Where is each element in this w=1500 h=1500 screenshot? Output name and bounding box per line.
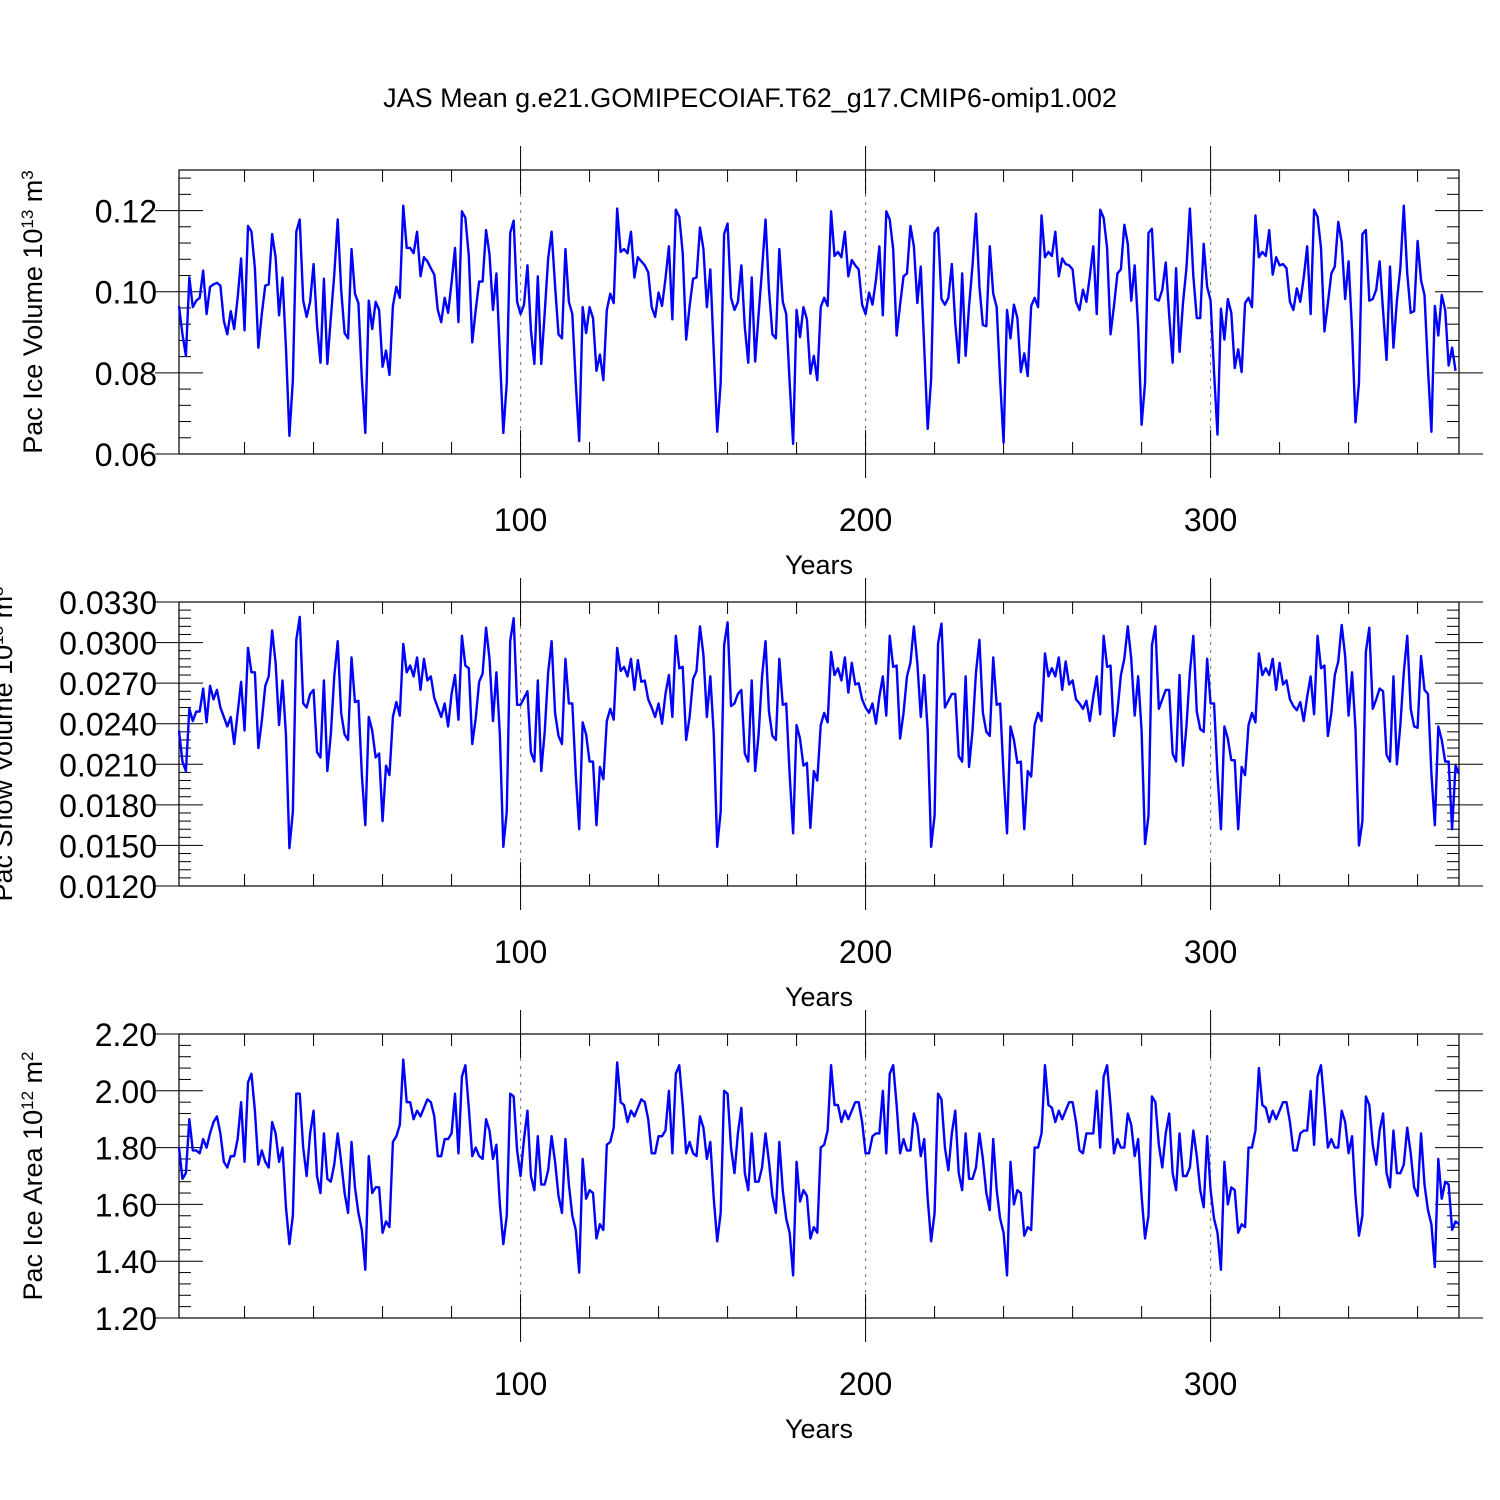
y-axis-label: Pac Snow Volume 1013 m3 xyxy=(0,586,18,901)
y-tick-label: 2.00 xyxy=(95,1074,157,1110)
y-tick-label: 0.0300 xyxy=(59,626,157,662)
x-tick-label: 100 xyxy=(494,502,547,538)
y-tick-label: 0.08 xyxy=(95,356,157,392)
x-tick-label: 200 xyxy=(839,934,892,970)
y-tick-label: 0.0210 xyxy=(59,747,157,783)
x-axis-label: Years xyxy=(785,982,853,1012)
y-tick-label: 0.0240 xyxy=(59,707,157,743)
y-tick-label: 2.20 xyxy=(95,1017,157,1053)
plot-frame xyxy=(178,1033,1460,1319)
y-axis-label: Pac Ice Volume 1013 m3 xyxy=(18,170,49,454)
x-tick-label: 200 xyxy=(839,1366,892,1402)
series-line xyxy=(177,204,1457,446)
x-tick-label: 300 xyxy=(1184,502,1237,538)
y-tick-label: 0.0330 xyxy=(59,585,157,621)
chart-title: JAS Mean g.e21.GOMIPECOIAF.T62_g17.CMIP6… xyxy=(383,83,1117,113)
x-tick-label: 300 xyxy=(1184,1366,1237,1402)
y-tick-label: 1.80 xyxy=(95,1131,157,1167)
panel-3: 1.20 1.40 1.60 1.80 2.00 2.20 100 200 300 Years Pa… xyxy=(18,1010,1483,1444)
series-line xyxy=(177,615,1461,850)
panel-1: 0.06 0.08 0.10 0.12 100 200 300 Years Pac Ice Vo… xyxy=(18,146,1483,580)
panel-2: 0.0120 0.0150 0.0180 0.0210 0.0240 0.0270 0.03… xyxy=(0,578,1483,1012)
y-tick-label: 0.12 xyxy=(95,194,157,230)
x-tick-label: 100 xyxy=(494,1366,547,1402)
x-tick-label: 100 xyxy=(494,934,547,970)
y-tick-label: 1.60 xyxy=(95,1187,157,1223)
y-tick-label: 0.10 xyxy=(95,275,157,311)
x-tick-label: 300 xyxy=(1184,934,1237,970)
x-axis-label: Years xyxy=(785,550,853,580)
y-tick-label: 1.20 xyxy=(95,1301,157,1337)
x-tick-label: 200 xyxy=(839,502,892,538)
y-axis-label: Pac Ice Area 1012 m2 xyxy=(18,1051,49,1300)
y-tick-label: 1.40 xyxy=(95,1244,157,1280)
y-tick-label: 0.0180 xyxy=(59,788,157,824)
y-tick-label: 0.0150 xyxy=(59,828,157,864)
y-tick-label: 0.06 xyxy=(95,437,157,473)
y-tick-label: 0.0270 xyxy=(59,666,157,702)
y-tick-label: 0.0120 xyxy=(59,869,157,905)
x-axis-label: Years xyxy=(785,1414,853,1444)
series-line xyxy=(177,1058,1460,1277)
plot-frame xyxy=(178,601,1460,887)
